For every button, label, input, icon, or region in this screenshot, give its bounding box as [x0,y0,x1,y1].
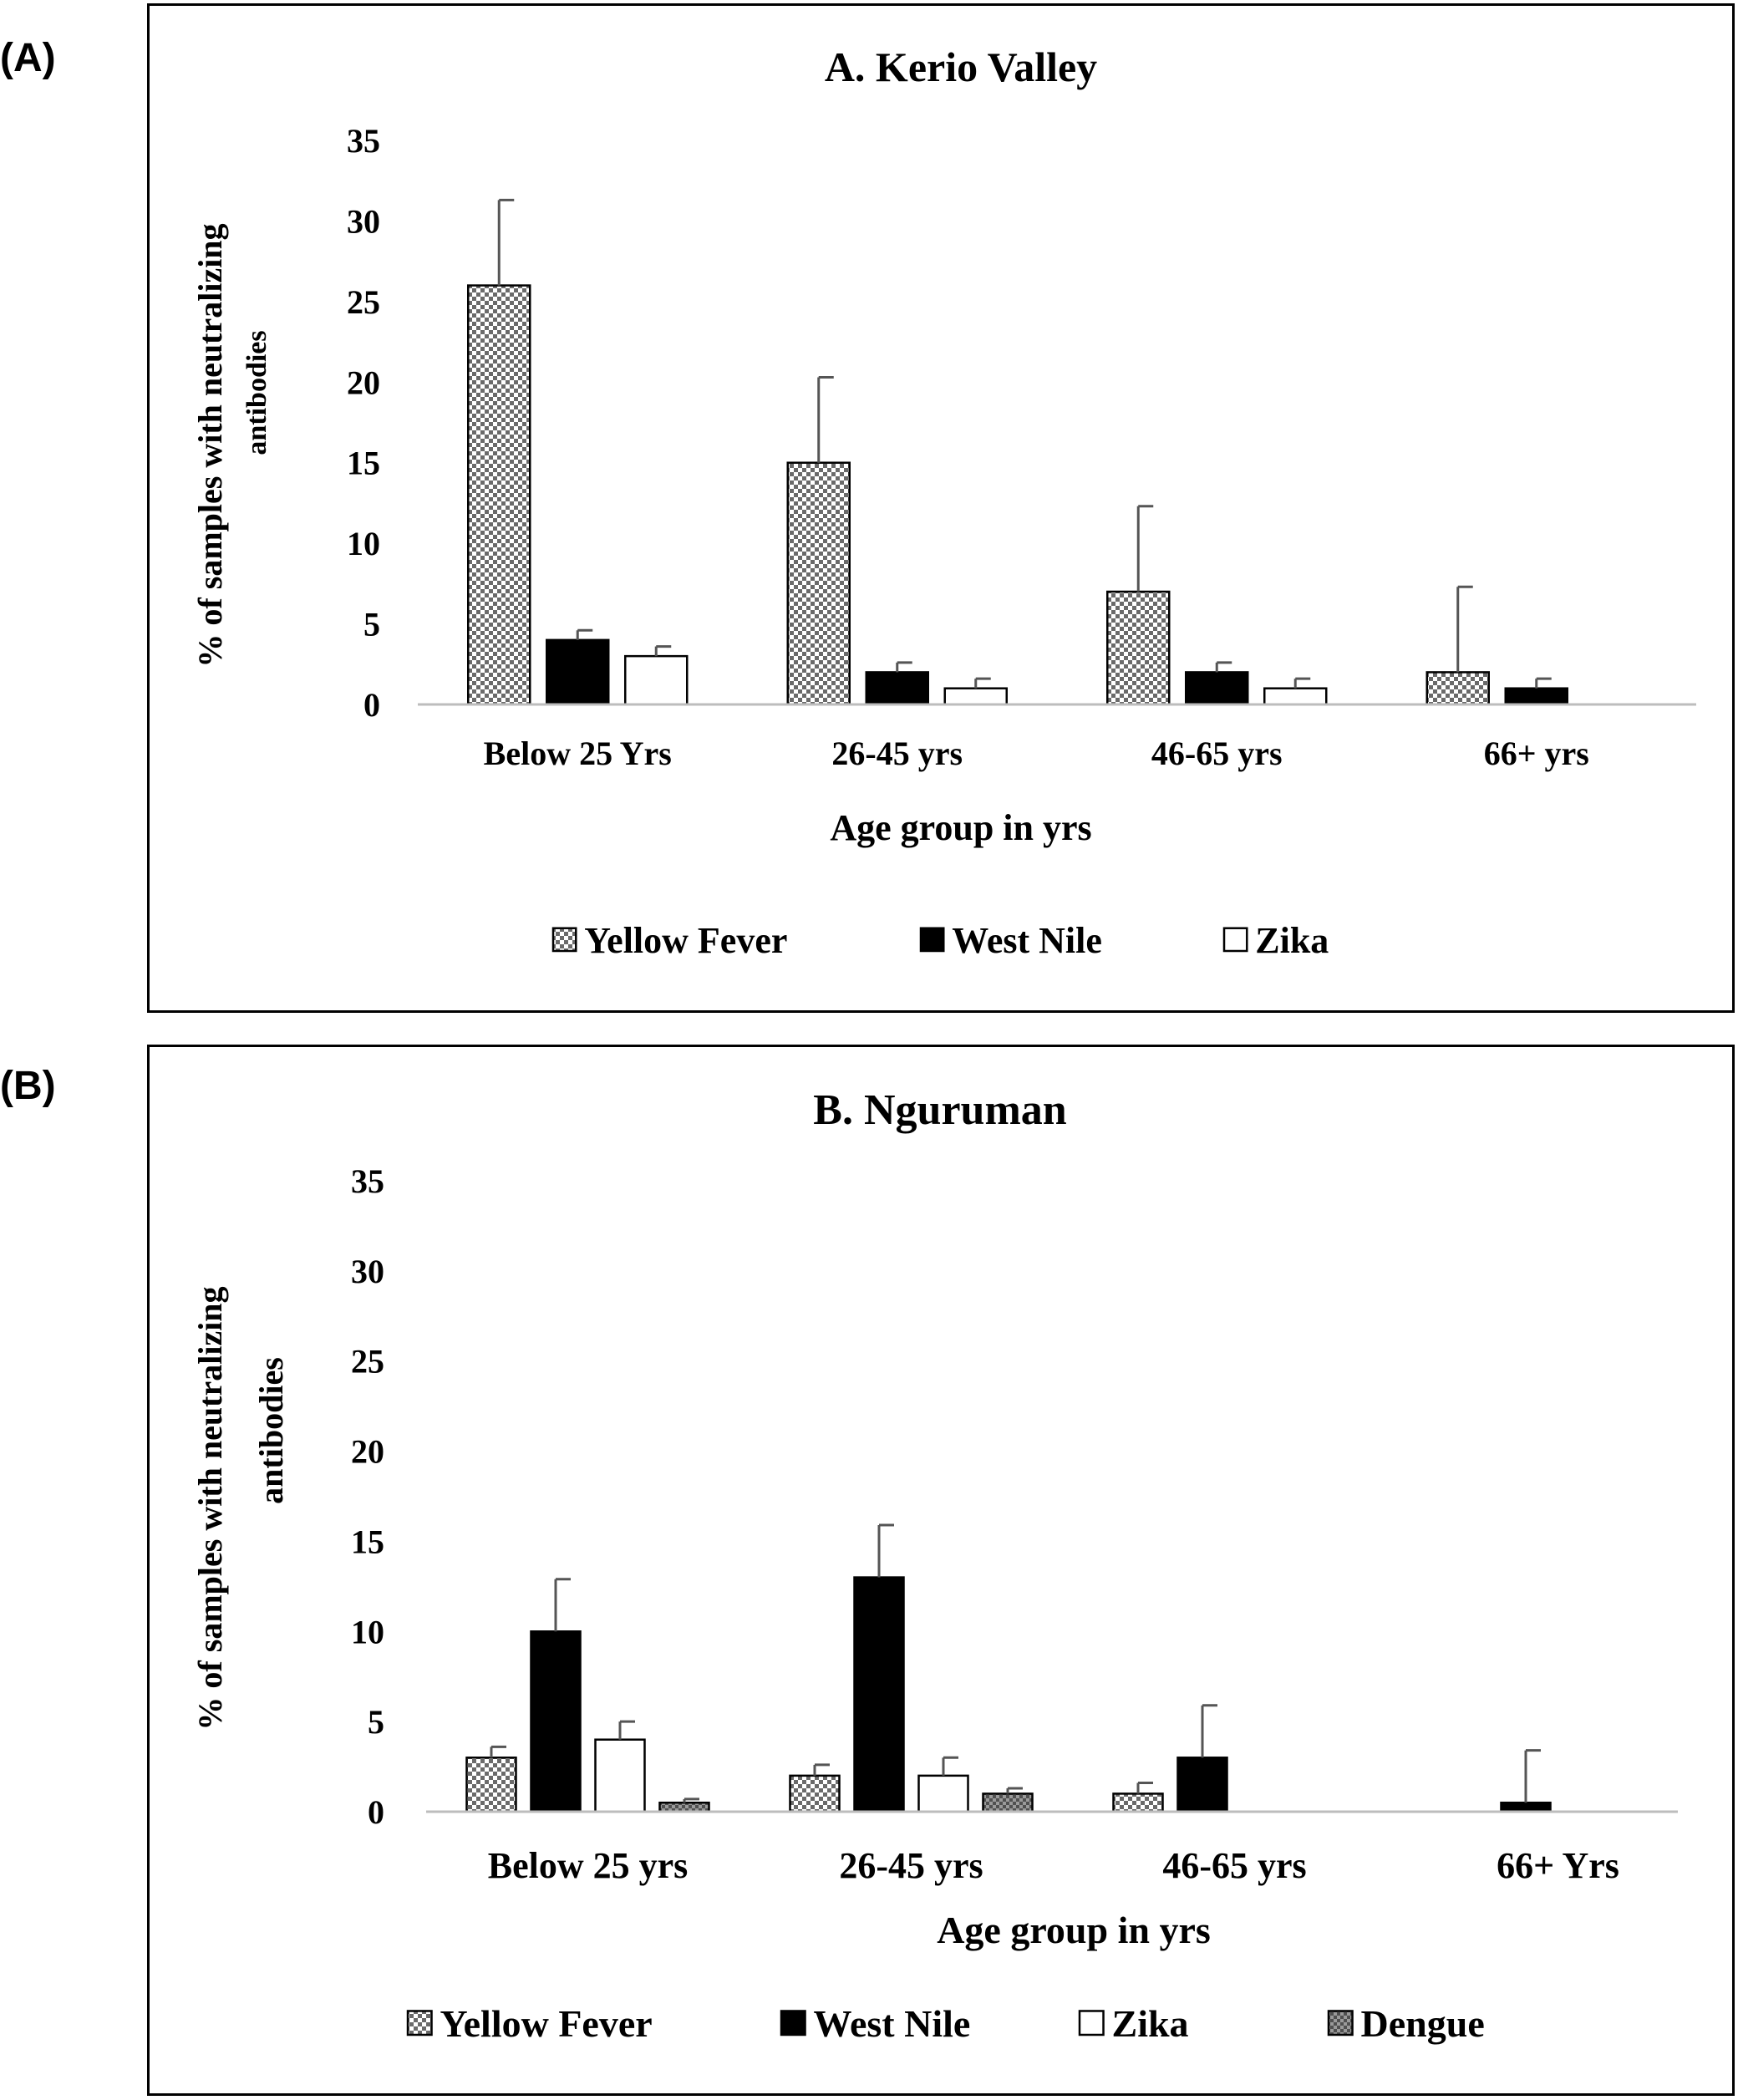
x-tick-label: 46-65 yrs [1151,735,1283,772]
y-tick-label: 35 [347,122,380,160]
x-axis-label: Age group in yrs [830,807,1091,848]
legend-swatch [1327,2010,1354,2036]
legend-label: West Nile [814,2002,971,2045]
bar [594,1738,646,1813]
legend-swatch [406,2010,433,2036]
y-tick-label: 30 [347,202,380,240]
legend-swatch [919,927,945,953]
x-tick-label: 26-45 yrs [839,1845,983,1886]
chart-b-frame [147,1045,1735,2096]
legend-swatch [1222,927,1248,953]
y-tick-label: 20 [347,364,380,401]
bar [530,1630,582,1813]
y-tick-label: 0 [368,1793,384,1831]
y-tick-label: 35 [351,1162,384,1200]
bar [1176,1757,1228,1813]
legend-swatch [780,2010,806,2036]
chart-a-title: A. Kerio Valley [825,43,1097,90]
legend-swatch [551,927,577,953]
y-tick-label: 5 [368,1703,384,1741]
y-axis-label-line2: antibodies [241,330,272,455]
y-tick-label: 25 [351,1343,384,1381]
legend-label: Zika [1112,2002,1189,2045]
bar [1500,1801,1552,1813]
chart-a: A. Kerio Valley 0 5 10 15 20 25 30 35 % of sample… [191,43,1696,961]
legend-label: Zika [1255,920,1329,961]
bar [1185,671,1249,706]
bar [917,1774,969,1813]
bar [943,687,1008,706]
bar [865,671,929,706]
chart-b: B. Nguruman 0 5 10 15 20 25 30 35 % of samples wi… [191,1086,1678,2045]
chart-b-title: B. Nguruman [813,1086,1066,1134]
y-tick-label: 20 [351,1433,384,1471]
panel-label-b: (B) [0,1064,56,1108]
y-tick-label: 0 [363,686,380,724]
bar [853,1576,905,1813]
bar [658,1801,710,1813]
x-axis-label: Age group in yrs [937,1909,1211,1951]
bar [546,638,610,706]
y-tick-label: 30 [351,1253,384,1290]
x-tick-label: 46-65 yrs [1162,1845,1306,1886]
y-tick-label: 10 [351,1613,384,1650]
y-tick-label: 25 [347,283,380,321]
bar [789,1774,841,1813]
bar [1504,687,1568,706]
y-tick-label: 15 [347,445,380,482]
x-tick-label: 26-45 yrs [831,735,963,772]
y-axis-label: % of samples with neutralizing [191,223,229,667]
bar [982,1792,1034,1813]
legend-swatch [1078,2010,1105,2036]
bar [1112,1792,1164,1813]
legend-label: West Nile [952,920,1102,961]
panel-label-a: (A) [0,36,56,80]
bar [786,461,851,706]
y-tick-label: 10 [347,525,380,562]
y-axis-label-line2: antibodies [252,1357,290,1504]
bar [1425,671,1490,706]
bar [467,284,531,706]
y-axis-label: % of samples with neutralizing [191,1286,229,1730]
bar [465,1757,517,1813]
x-tick-label: 66+ yrs [1484,735,1589,772]
x-tick-label: 66+ Yrs [1497,1845,1619,1886]
bar [1263,687,1328,706]
bar [1106,590,1171,706]
y-tick-label: 5 [363,606,380,643]
legend-label: Yellow Fever [440,2002,653,2045]
legend-label: Dengue [1361,2002,1485,2045]
x-tick-label: Below 25 yrs [488,1845,689,1886]
legend-label: Yellow Fever [584,920,787,961]
chart-a-frame [147,3,1735,1013]
x-tick-label: Below 25 Yrs [484,735,672,772]
y-tick-label: 15 [351,1523,384,1560]
bar [624,654,689,706]
